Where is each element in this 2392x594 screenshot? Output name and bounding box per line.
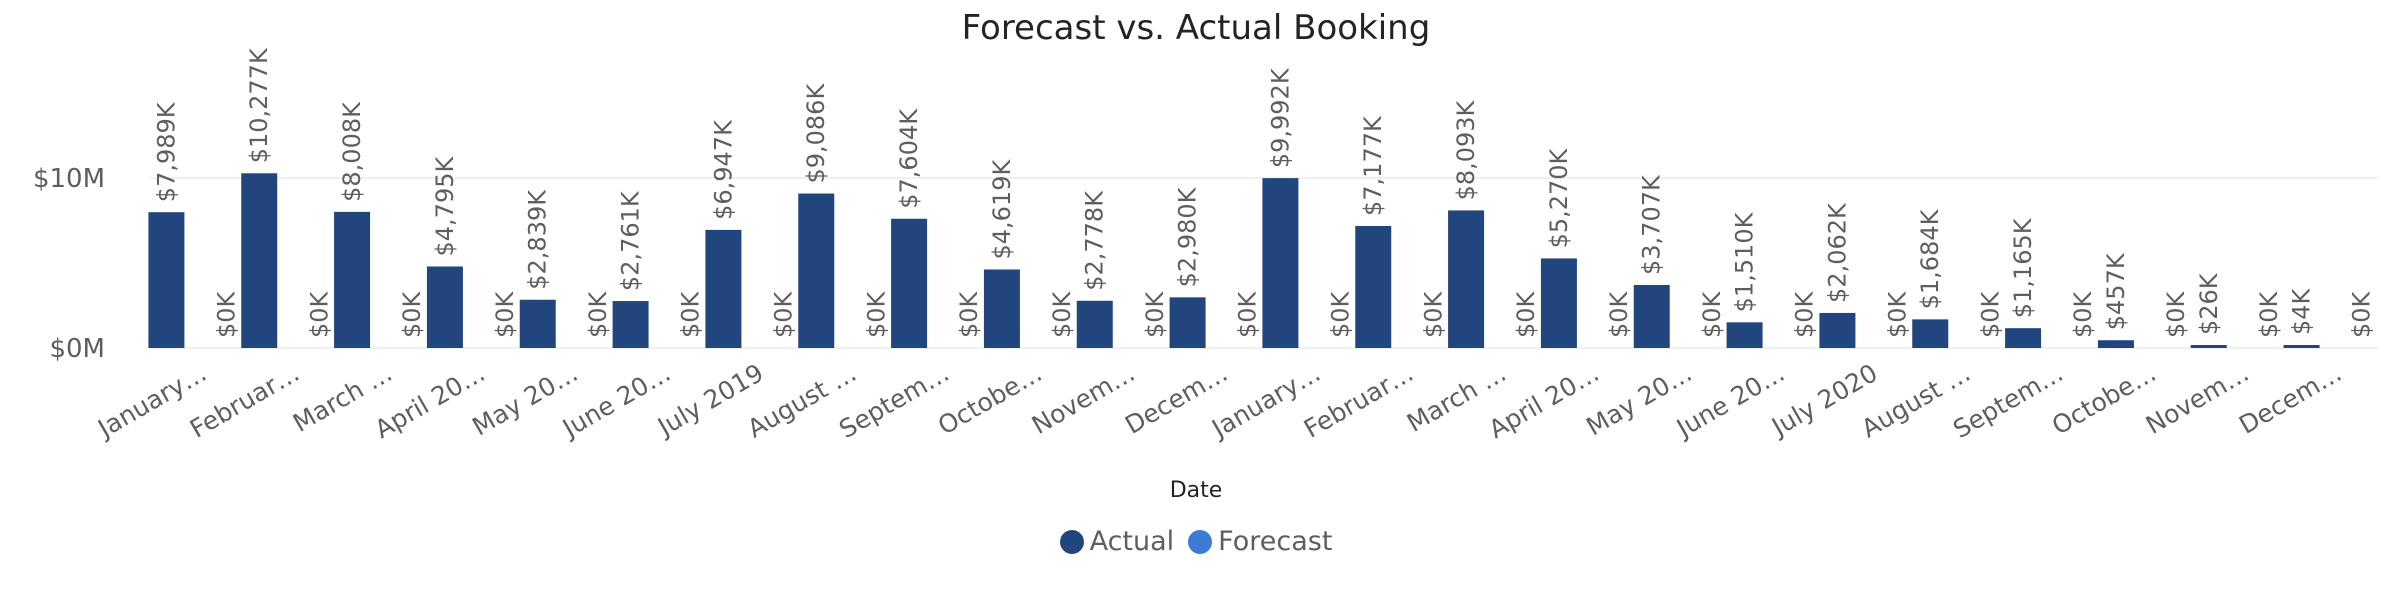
data-label-forecast: $0K: [305, 290, 333, 338]
bar-actual[interactable]: [1912, 319, 1949, 348]
data-label-actual: $1,684K: [1916, 208, 1944, 309]
data-label-actual: $26K: [2195, 272, 2223, 335]
data-label-forecast: $0K: [1791, 290, 1819, 338]
legend-marker-forecast: [1188, 529, 1213, 554]
legend-label-forecast: Forecast: [1218, 526, 1333, 557]
bar-actual[interactable]: [1819, 312, 1856, 348]
chart-title: Forecast vs. Actual Booking: [961, 8, 1431, 48]
data-label-actual: $5,270K: [1545, 147, 1573, 248]
data-label-forecast: $0K: [2348, 290, 2376, 338]
bar-actual[interactable]: [2005, 328, 2042, 348]
data-label-actual: $10,277K: [245, 47, 273, 163]
x-tick-label: Octobe…: [2047, 358, 2161, 441]
x-tick-label: Decem…: [2234, 358, 2346, 440]
y-tick-label: $10M: [33, 164, 105, 194]
data-label-forecast: $0K: [1883, 290, 1911, 338]
bar-actual[interactable]: [1633, 284, 1670, 348]
legend-label-actual: Actual: [1089, 526, 1175, 557]
data-label-forecast: $0K: [2162, 290, 2190, 338]
bar-actual[interactable]: [1169, 297, 1206, 348]
data-label-actual: $7,989K: [152, 101, 180, 202]
data-label-actual: $2,761K: [617, 190, 645, 291]
bar-actual[interactable]: [1448, 210, 1485, 348]
data-label-actual: $4,795K: [431, 156, 459, 257]
data-label-actual: $9,086K: [802, 83, 830, 184]
data-label-forecast: $0K: [1141, 290, 1169, 338]
bar-actual[interactable]: [334, 211, 371, 348]
data-label-actual: $1,165K: [2009, 217, 2037, 318]
data-label-forecast: $0K: [584, 290, 612, 338]
data-label-actual: $4,619K: [988, 159, 1016, 260]
data-label-actual: $2,062K: [1823, 202, 1851, 303]
legend-item-forecast[interactable]: Forecast: [1188, 526, 1332, 557]
data-label-forecast: $0K: [212, 290, 240, 338]
bar-actual[interactable]: [891, 218, 928, 348]
x-tick-label: Novem…: [1027, 358, 1140, 440]
bar-actual[interactable]: [2097, 340, 2134, 348]
bar-actual[interactable]: [2190, 345, 2227, 348]
data-label-forecast: $0K: [1234, 290, 1262, 338]
bar-actual[interactable]: [798, 193, 835, 348]
data-label-forecast: $0K: [2069, 290, 2097, 338]
data-label-actual: $457K: [2102, 252, 2130, 330]
bars: [148, 173, 2320, 348]
data-label-forecast: $0K: [1698, 290, 1726, 338]
x-axis-title: Date: [1169, 478, 1223, 503]
legend-item-actual[interactable]: Actual: [1059, 526, 1175, 557]
bar-actual[interactable]: [519, 299, 556, 348]
y-tick-label: $0M: [49, 334, 105, 364]
data-label-actual: $2,980K: [1174, 186, 1202, 287]
data-label-forecast: $0K: [1419, 290, 1447, 338]
bar-actual[interactable]: [1726, 322, 1763, 348]
bar-actual[interactable]: [241, 173, 278, 348]
x-axis: January…Februar…March …April 20…May 20…J…: [91, 358, 2346, 444]
legend-marker-actual: [1059, 529, 1084, 554]
data-label-forecast: $0K: [1976, 290, 2004, 338]
data-label-actual: $7,604K: [895, 108, 923, 209]
bar-actual[interactable]: [983, 269, 1020, 348]
data-label-forecast: $0K: [769, 290, 797, 338]
data-label-forecast: $0K: [491, 290, 519, 338]
legend: Actual Forecast: [0, 526, 2392, 557]
data-labels: $7,989K $0K $10,277K $0K $8,008K $0K $4,795K $0…: [152, 47, 2375, 338]
data-label-forecast: $0K: [1048, 290, 1076, 338]
data-label-actual: $2,839K: [524, 189, 552, 290]
bar-actual[interactable]: [1076, 300, 1113, 348]
data-label-actual: $7,177K: [1359, 115, 1387, 216]
bar-actual[interactable]: [612, 301, 649, 348]
bar-actual[interactable]: [1355, 225, 1392, 348]
data-label-actual: $6,947K: [709, 119, 737, 220]
x-tick-label: Novem…: [2141, 358, 2254, 440]
data-label-forecast: $0K: [1326, 290, 1354, 338]
bar-actual[interactable]: [148, 212, 185, 348]
data-label-actual: $2,778K: [1081, 190, 1109, 291]
data-label-actual: $8,093K: [1452, 99, 1480, 200]
y-axis: $0M $10M: [33, 164, 105, 364]
x-tick-label: Octobe…: [933, 358, 1047, 441]
data-label-actual: $1,510K: [1731, 211, 1759, 312]
data-label-actual: $8,008K: [338, 101, 366, 202]
data-label-actual: $3,707K: [1638, 174, 1666, 275]
data-label-forecast: $0K: [2255, 290, 2283, 338]
data-label-forecast: $0K: [862, 290, 890, 338]
data-label-forecast: $0K: [398, 290, 426, 338]
data-label-forecast: $0K: [677, 290, 705, 338]
data-label-actual: $9,992K: [1266, 67, 1294, 168]
data-label-forecast: $0K: [1512, 290, 1540, 338]
data-label-actual: $4K: [2288, 287, 2316, 335]
bar-actual[interactable]: [426, 266, 463, 348]
data-label-forecast: $0K: [1605, 290, 1633, 338]
bar-actual[interactable]: [705, 229, 742, 348]
bar-actual[interactable]: [1262, 178, 1299, 348]
bar-actual[interactable]: [1540, 258, 1577, 348]
bar-actual[interactable]: [2283, 345, 2320, 348]
data-label-forecast: $0K: [955, 290, 983, 338]
